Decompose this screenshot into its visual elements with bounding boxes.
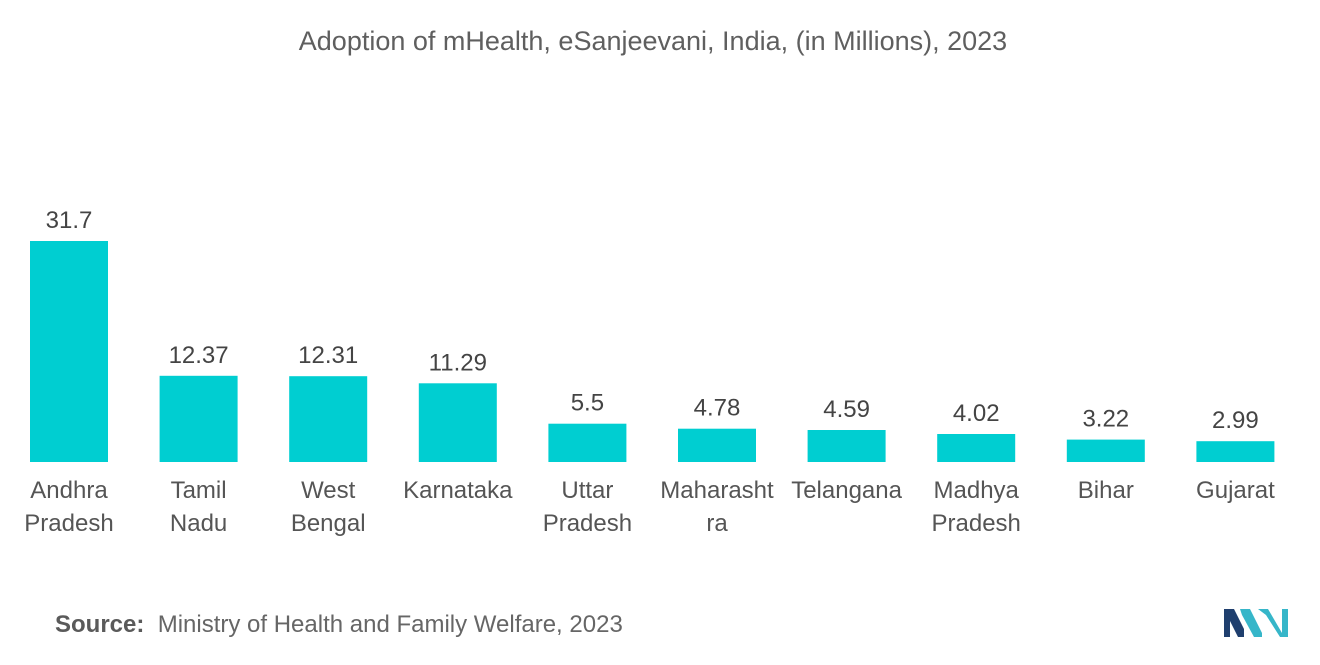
category-label-5-line-1: ra <box>706 510 728 537</box>
category-label-2-line-0: West <box>301 477 356 504</box>
mordor-intelligence-logo <box>1224 609 1288 637</box>
value-label-0: 31.7 <box>46 207 93 234</box>
logo-mid-shape <box>1240 609 1262 637</box>
category-label-1-line-0: Tamil <box>171 477 227 504</box>
category-label-5-line-0: Maharasht <box>660 477 774 504</box>
bar-9 <box>1196 441 1275 462</box>
value-label-1: 12.37 <box>169 342 229 369</box>
category-label-4-line-0: Uttar <box>561 477 613 504</box>
logo-right-shape <box>1258 609 1288 637</box>
bar-2 <box>289 376 368 462</box>
source-text: Ministry of Health and Family Welfare, 2… <box>157 611 623 638</box>
value-labels-group: 31.7 12.37 12.31 11.29 5.5 4.78 4.59 4.02 3.22 2.… <box>46 207 1259 434</box>
category-label-9-line-0: Gujarat <box>1196 477 1275 504</box>
value-label-3: 11.29 <box>429 349 487 376</box>
category-label-7-line-1: Pradesh <box>932 510 1021 537</box>
source-label: Source: <box>55 611 145 638</box>
value-label-2: 12.31 <box>298 342 358 369</box>
bar-0 <box>30 241 108 462</box>
bar-4 <box>548 423 627 462</box>
value-label-8: 3.22 <box>1082 406 1129 433</box>
bar-chart: Adoption of mHealth, eSanjeevani, India,… <box>24 26 1275 537</box>
chart-title: Adoption of mHealth, eSanjeevani, India,… <box>299 26 1007 56</box>
category-labels-group: Andhra Pradesh Tamil Nadu West Bengal Karnatak… <box>24 477 1275 537</box>
bar-7 <box>937 434 1016 462</box>
bars-group <box>30 241 1275 462</box>
bar-6 <box>807 430 886 462</box>
bar-8 <box>1066 439 1145 462</box>
category-label-0-line-1: Pradesh <box>24 510 113 537</box>
category-label-7-line-0: Madhya <box>934 477 1020 504</box>
category-label-4-line-1: Pradesh <box>543 510 632 537</box>
category-label-2-line-1: Bengal <box>291 510 366 537</box>
bar-1 <box>159 375 238 462</box>
bar-5 <box>678 428 756 462</box>
category-label-0-line-0: Andhra <box>30 477 108 504</box>
bar-3 <box>418 383 497 462</box>
category-label-3-line-0: Karnataka <box>403 477 513 504</box>
value-label-9: 2.99 <box>1212 407 1259 434</box>
source-note: Source: Ministry of Health and Family We… <box>55 611 623 639</box>
logo-left-shape <box>1224 609 1244 637</box>
value-label-5: 4.78 <box>694 395 741 422</box>
category-label-1-line-1: Nadu <box>170 510 227 537</box>
category-label-8-line-0: Bihar <box>1078 477 1134 504</box>
value-label-7: 4.02 <box>953 400 1000 427</box>
value-label-4: 5.5 <box>571 390 604 417</box>
category-label-6-line-0: Telangana <box>791 477 902 504</box>
value-label-6: 4.59 <box>823 396 870 423</box>
